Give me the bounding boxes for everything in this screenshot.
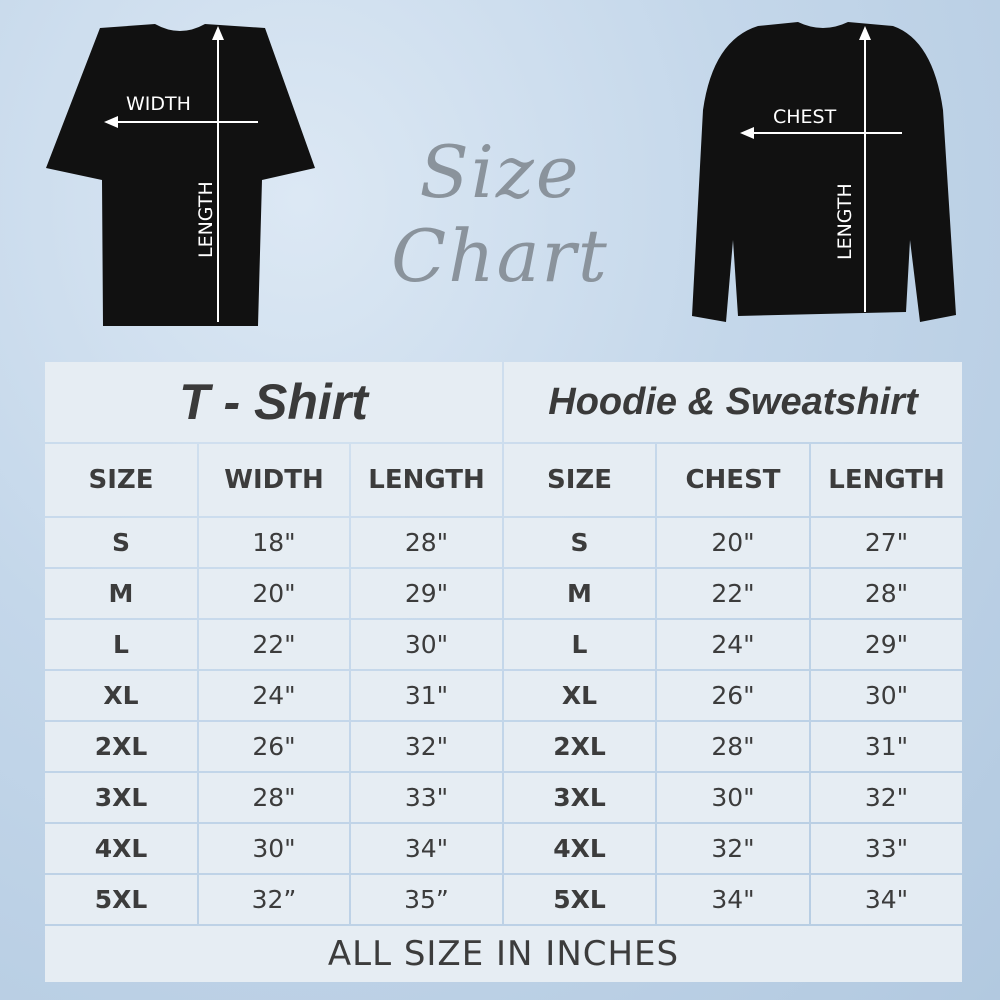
table-cell: 24" bbox=[199, 671, 349, 720]
table-cell: M bbox=[45, 569, 197, 618]
size-table: T - Shirt Hoodie & Sweatshirt SIZE WIDTH L… bbox=[45, 362, 962, 982]
table-cell: 31" bbox=[811, 722, 962, 771]
table-cell: 28" bbox=[811, 569, 962, 618]
chest-label: CHEST bbox=[773, 106, 837, 128]
table-cell: 35” bbox=[351, 875, 502, 924]
table-cell: 5XL bbox=[45, 875, 197, 924]
table-cell: 18" bbox=[199, 518, 349, 567]
hoodie-title: Hoodie & Sweatshirt bbox=[504, 362, 962, 442]
table-cell: 22" bbox=[657, 569, 809, 618]
table-cell: 3XL bbox=[45, 773, 197, 822]
table-cell: S bbox=[504, 518, 655, 567]
table-cell: 27" bbox=[811, 518, 962, 567]
table-cell: L bbox=[45, 620, 197, 669]
table-cell: 3XL bbox=[504, 773, 655, 822]
table-cell: XL bbox=[504, 671, 655, 720]
tshirt-diagram: WIDTH LENGTH bbox=[46, 24, 315, 326]
length-label: LENGTH bbox=[834, 183, 856, 260]
column-header: LENGTH bbox=[811, 444, 962, 516]
table-cell: 29" bbox=[811, 620, 962, 669]
column-header: WIDTH bbox=[199, 444, 349, 516]
table-cell: M bbox=[504, 569, 655, 618]
table-cell: 22" bbox=[199, 620, 349, 669]
table-cell: 32" bbox=[811, 773, 962, 822]
column-header: CHEST bbox=[657, 444, 809, 516]
width-label: WIDTH bbox=[126, 93, 191, 115]
column-header: LENGTH bbox=[351, 444, 502, 516]
table-cell: 20" bbox=[657, 518, 809, 567]
table-cell: 2XL bbox=[504, 722, 655, 771]
table-cell: 31" bbox=[351, 671, 502, 720]
footer-note: ALL SIZE IN INCHES bbox=[45, 926, 962, 982]
table-cell: 24" bbox=[657, 620, 809, 669]
table-cell: 28" bbox=[351, 518, 502, 567]
table-cell: 26" bbox=[199, 722, 349, 771]
table-cell: 4XL bbox=[45, 824, 197, 873]
table-cell: 5XL bbox=[504, 875, 655, 924]
table-cell: 28" bbox=[657, 722, 809, 771]
table-cell: L bbox=[504, 620, 655, 669]
length-label: LENGTH bbox=[195, 181, 217, 258]
table-cell: S bbox=[45, 518, 197, 567]
size-chart-heading: Size Chart bbox=[391, 130, 609, 298]
table-cell: 29" bbox=[351, 569, 502, 618]
table-cell: 20" bbox=[199, 569, 349, 618]
table-cell: 4XL bbox=[504, 824, 655, 873]
table-cell: 32" bbox=[657, 824, 809, 873]
table-cell: 32" bbox=[351, 722, 502, 771]
column-header: SIZE bbox=[504, 444, 655, 516]
table-cell: 30" bbox=[811, 671, 962, 720]
tshirt-title: T - Shirt bbox=[45, 362, 502, 442]
table-cell: 2XL bbox=[45, 722, 197, 771]
table-cell: 32” bbox=[199, 875, 349, 924]
table-cell: 30" bbox=[657, 773, 809, 822]
table-cell: 33" bbox=[811, 824, 962, 873]
table-cell: 33" bbox=[351, 773, 502, 822]
table-cell: 34" bbox=[351, 824, 502, 873]
sweatshirt-diagram: CHEST LENGTH bbox=[692, 22, 956, 322]
table-cell: 30" bbox=[199, 824, 349, 873]
table-cell: 34" bbox=[811, 875, 962, 924]
table-cell: 30" bbox=[351, 620, 502, 669]
table-cell: XL bbox=[45, 671, 197, 720]
column-header: SIZE bbox=[45, 444, 197, 516]
table-cell: 28" bbox=[199, 773, 349, 822]
table-cell: 34" bbox=[657, 875, 809, 924]
table-cell: 26" bbox=[657, 671, 809, 720]
